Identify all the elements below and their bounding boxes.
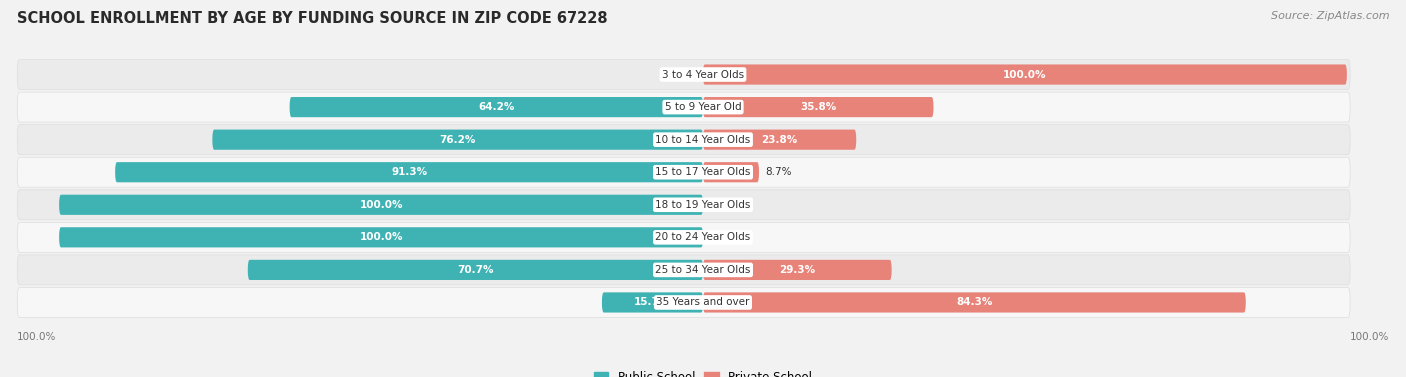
FancyBboxPatch shape — [703, 162, 759, 182]
Text: 64.2%: 64.2% — [478, 102, 515, 112]
Text: 10 to 14 Year Olds: 10 to 14 Year Olds — [655, 135, 751, 145]
FancyBboxPatch shape — [703, 130, 856, 150]
FancyBboxPatch shape — [59, 195, 703, 215]
Text: 25 to 34 Year Olds: 25 to 34 Year Olds — [655, 265, 751, 275]
Text: 35 Years and over: 35 Years and over — [657, 297, 749, 308]
FancyBboxPatch shape — [703, 293, 1246, 313]
FancyBboxPatch shape — [290, 97, 703, 117]
Text: 0.0%: 0.0% — [713, 200, 740, 210]
Text: 100.0%: 100.0% — [360, 200, 402, 210]
Text: 15.7%: 15.7% — [634, 297, 671, 308]
Text: 0.0%: 0.0% — [666, 69, 693, 80]
FancyBboxPatch shape — [17, 125, 1350, 155]
Legend: Public School, Private School: Public School, Private School — [589, 366, 817, 377]
FancyBboxPatch shape — [212, 130, 703, 150]
Text: 100.0%: 100.0% — [1004, 69, 1046, 80]
FancyBboxPatch shape — [17, 60, 1350, 89]
Text: 20 to 24 Year Olds: 20 to 24 Year Olds — [655, 232, 751, 242]
Text: 15 to 17 Year Olds: 15 to 17 Year Olds — [655, 167, 751, 177]
Text: 91.3%: 91.3% — [391, 167, 427, 177]
FancyBboxPatch shape — [115, 162, 703, 182]
Text: 8.7%: 8.7% — [765, 167, 792, 177]
FancyBboxPatch shape — [17, 92, 1350, 122]
FancyBboxPatch shape — [703, 64, 1347, 85]
FancyBboxPatch shape — [17, 190, 1350, 220]
Text: 29.3%: 29.3% — [779, 265, 815, 275]
Text: 84.3%: 84.3% — [956, 297, 993, 308]
FancyBboxPatch shape — [17, 222, 1350, 252]
FancyBboxPatch shape — [59, 227, 703, 247]
FancyBboxPatch shape — [17, 288, 1350, 317]
Text: 23.8%: 23.8% — [762, 135, 797, 145]
Text: 5 to 9 Year Old: 5 to 9 Year Old — [665, 102, 741, 112]
Text: 3 to 4 Year Olds: 3 to 4 Year Olds — [662, 69, 744, 80]
Text: SCHOOL ENROLLMENT BY AGE BY FUNDING SOURCE IN ZIP CODE 67228: SCHOOL ENROLLMENT BY AGE BY FUNDING SOUR… — [17, 11, 607, 26]
Text: 100.0%: 100.0% — [1350, 332, 1389, 342]
Text: 100.0%: 100.0% — [360, 232, 402, 242]
FancyBboxPatch shape — [17, 255, 1350, 285]
FancyBboxPatch shape — [703, 97, 934, 117]
Text: 100.0%: 100.0% — [17, 332, 56, 342]
Text: 0.0%: 0.0% — [713, 232, 740, 242]
Text: Source: ZipAtlas.com: Source: ZipAtlas.com — [1271, 11, 1389, 21]
FancyBboxPatch shape — [703, 260, 891, 280]
FancyBboxPatch shape — [602, 293, 703, 313]
Text: 76.2%: 76.2% — [440, 135, 475, 145]
FancyBboxPatch shape — [17, 157, 1350, 187]
Text: 18 to 19 Year Olds: 18 to 19 Year Olds — [655, 200, 751, 210]
Text: 70.7%: 70.7% — [457, 265, 494, 275]
Text: 35.8%: 35.8% — [800, 102, 837, 112]
FancyBboxPatch shape — [247, 260, 703, 280]
